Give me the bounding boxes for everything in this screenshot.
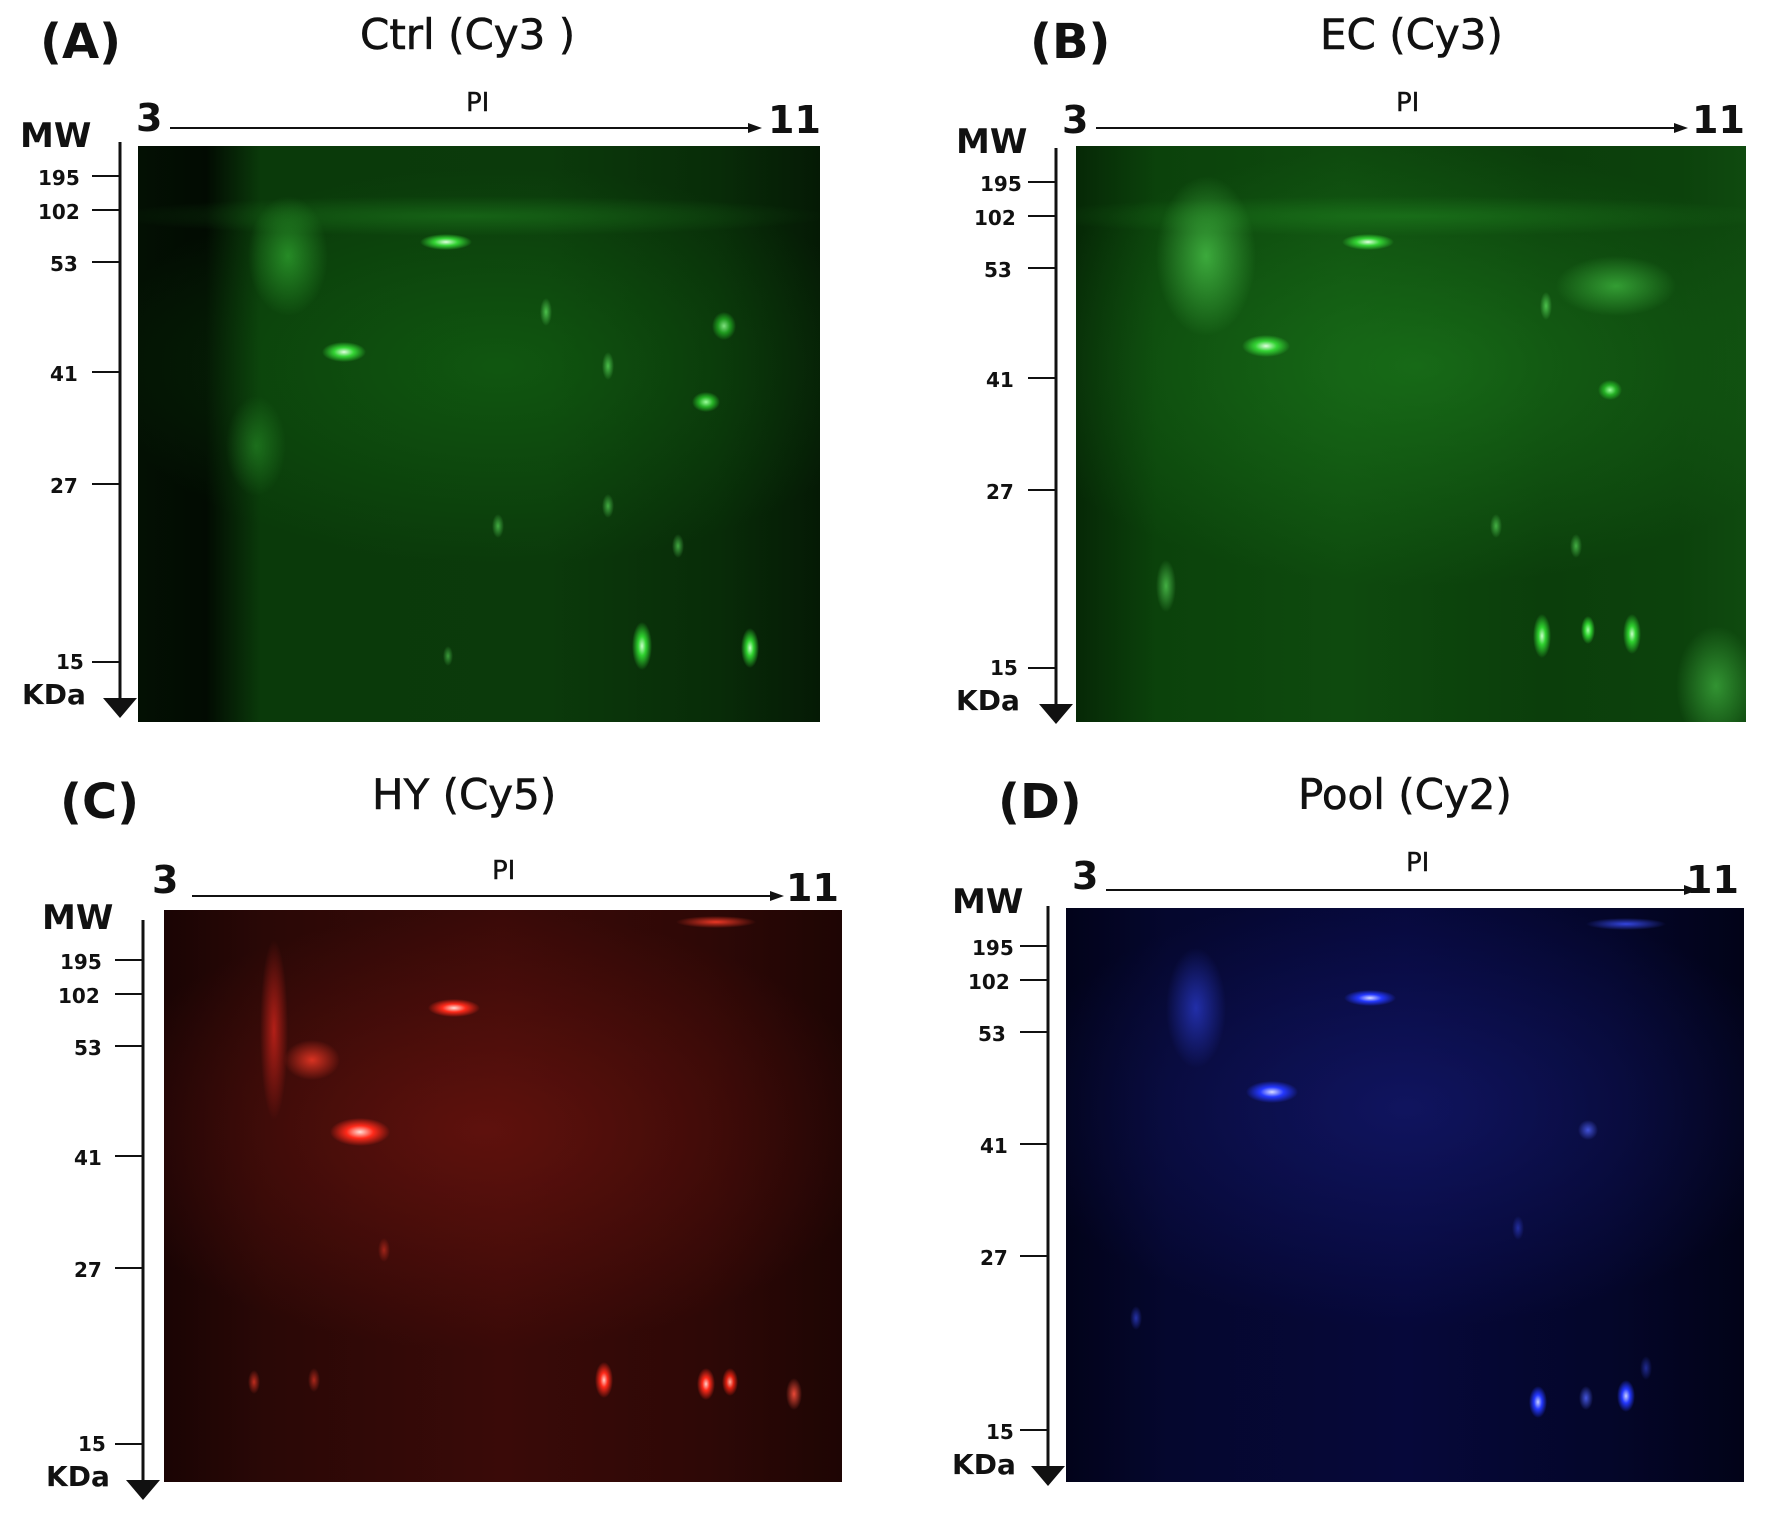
mw-tick-label: 41	[50, 362, 78, 386]
mw-tick-label: 53	[50, 252, 78, 276]
pi-end-label: 11	[1692, 98, 1745, 142]
pi-end-label: 11	[786, 866, 839, 910]
mw-tick-label: 102	[58, 984, 100, 1008]
mw-axis-label: MW	[956, 122, 1028, 162]
mw-tick-label: 195	[980, 172, 1022, 196]
panel-title: HY (Cy5)	[372, 770, 557, 820]
panel-letter: (B)	[1030, 14, 1111, 70]
mw-tick-label: 27	[50, 474, 78, 498]
mw-tick-label: 15	[990, 656, 1018, 680]
mw-tick-label: 27	[986, 480, 1014, 504]
mw-unit-label: KDa	[22, 678, 86, 711]
mw-tick-label: 41	[74, 1146, 102, 1170]
pi-start-label: 3	[1062, 98, 1089, 142]
panel-axes	[1020, 885, 1698, 1486]
panel-c: (C) HY (Cy5) 3 PI 11 MW 195 102 53 41 27…	[0, 760, 860, 1518]
mw-tick-label: 102	[974, 206, 1016, 230]
panel-title: Ctrl (Cy3 )	[360, 10, 576, 60]
gel-image-ec-cy3	[1076, 146, 1746, 722]
gel-image-hy-cy5	[164, 910, 842, 1482]
gel-image-pool-cy2	[1066, 908, 1744, 1482]
mw-axis-label: MW	[42, 898, 114, 938]
mw-unit-label: KDa	[956, 684, 1020, 717]
mw-axis-label: MW	[20, 116, 92, 156]
mw-tick-label: 41	[986, 368, 1014, 392]
mw-tick-label: 102	[38, 200, 80, 224]
mw-tick-label: 15	[78, 1432, 106, 1456]
mw-tick-label: 53	[984, 258, 1012, 282]
mw-tick-label: 27	[74, 1258, 102, 1282]
panel-title: Pool (Cy2)	[1298, 770, 1513, 820]
pi-start-label: 3	[1072, 854, 1099, 898]
panel-letter: (A)	[40, 14, 122, 70]
mw-tick-label: 195	[60, 950, 102, 974]
pi-start-label: 3	[136, 96, 163, 140]
pi-axis-label: PI	[492, 856, 516, 886]
panel-letter: (C)	[60, 774, 140, 830]
pi-axis-label: PI	[1406, 848, 1430, 878]
gel-image-ctrl-cy3	[138, 146, 820, 722]
mw-tick-label: 53	[74, 1036, 102, 1060]
mw-tick-label: 195	[38, 166, 80, 190]
mw-tick-label: 102	[968, 970, 1010, 994]
panel-a: (A) Ctrl (Cy3 ) 3 PI 11 MW 195 102 53 41…	[0, 0, 860, 740]
mw-unit-label: KDa	[46, 1460, 110, 1493]
pi-axis-label: PI	[1396, 88, 1420, 118]
panel-letter: (D)	[998, 774, 1082, 830]
panel-axes	[115, 891, 784, 1500]
panel-axes	[1028, 123, 1688, 724]
mw-tick-label: 53	[978, 1022, 1006, 1046]
mw-axis-label: MW	[952, 882, 1024, 922]
panel-axes	[92, 123, 762, 718]
panel-b: (B) EC (Cy3) 3 PI 11 MW 195 102 53 41 27…	[900, 0, 1768, 740]
mw-tick-label: 27	[980, 1246, 1008, 1270]
mw-unit-label: KDa	[952, 1448, 1016, 1481]
pi-start-label: 3	[152, 858, 179, 902]
mw-tick-label: 15	[56, 650, 84, 674]
pi-axis-label: PI	[466, 88, 490, 118]
pi-end-label: 11	[768, 98, 821, 142]
mw-tick-label: 195	[972, 936, 1014, 960]
mw-tick-label: 15	[986, 1420, 1014, 1444]
panel-d: (D) Pool (Cy2) 3 PI 11 MW 195 102 53 41 …	[900, 760, 1768, 1518]
mw-tick-label: 41	[980, 1134, 1008, 1158]
pi-end-label: 11	[1686, 858, 1739, 902]
panel-title: EC (Cy3)	[1320, 10, 1503, 60]
